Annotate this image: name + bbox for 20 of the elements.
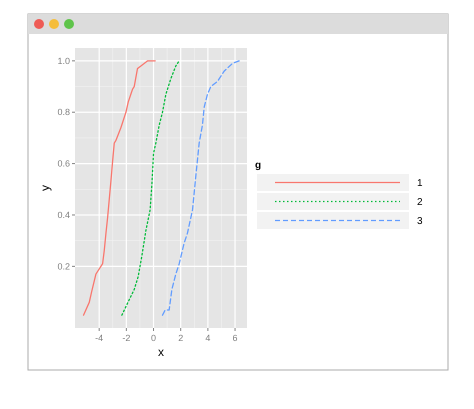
y-axis-title: y — [38, 185, 52, 191]
y-tick-label: 0.6 — [57, 158, 70, 169]
text: 2 — [417, 197, 423, 208]
x-tick-label: 2 — [178, 333, 184, 343]
y-tick-label: 0.8 — [57, 107, 70, 118]
x-tick-label: 0 — [151, 333, 156, 343]
legend-title: g — [255, 160, 262, 171]
text: 3 — [417, 216, 423, 227]
x-tick-label: -2 — [122, 333, 130, 343]
y-tick-label: 1.0 — [57, 56, 70, 66]
y-tick-label: 0.4 — [57, 210, 70, 220]
line-series — [162, 60, 240, 316]
line-series — [121, 60, 180, 316]
x-axis-title: x — [158, 345, 164, 359]
y-tick-label: 0.2 — [57, 261, 70, 272]
line-series — [82, 60, 156, 316]
x-tick-label: -4 — [95, 333, 104, 343]
x-tick-label: 4 — [205, 333, 210, 343]
text: 1 — [417, 178, 423, 189]
x-tick-label: 6 — [232, 333, 238, 343]
